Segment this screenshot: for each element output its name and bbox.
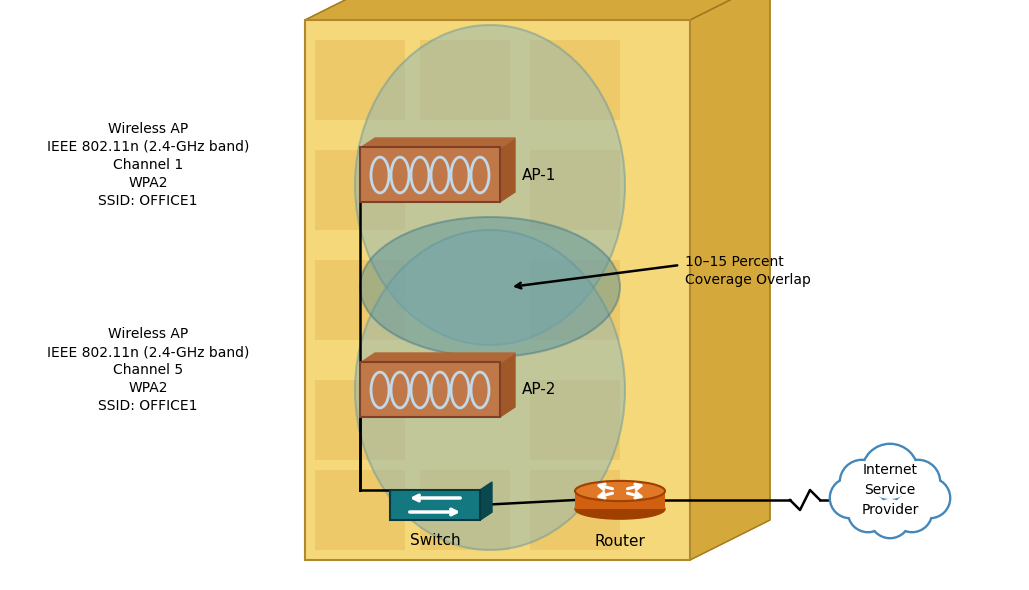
Bar: [390, 490, 480, 520]
Bar: [420, 470, 510, 550]
Polygon shape: [360, 353, 514, 363]
Text: Channel 1: Channel 1: [113, 158, 183, 172]
Text: Switch: Switch: [410, 533, 460, 548]
Bar: [530, 380, 620, 460]
Ellipse shape: [355, 25, 625, 345]
Circle shape: [849, 493, 887, 531]
Polygon shape: [360, 138, 514, 148]
Polygon shape: [480, 482, 492, 520]
Bar: [315, 150, 405, 230]
Text: AP-2: AP-2: [522, 382, 557, 398]
Polygon shape: [305, 0, 770, 20]
Bar: [315, 40, 405, 120]
Circle shape: [893, 493, 931, 531]
Circle shape: [892, 492, 932, 532]
Circle shape: [830, 478, 870, 518]
Bar: [530, 260, 620, 340]
Circle shape: [871, 499, 909, 537]
Text: SSID: OFFICE1: SSID: OFFICE1: [98, 194, 198, 208]
Circle shape: [848, 492, 888, 532]
Bar: [530, 470, 620, 550]
Bar: [575, 491, 665, 509]
Circle shape: [911, 479, 949, 517]
Ellipse shape: [355, 230, 625, 550]
Ellipse shape: [360, 217, 620, 357]
Circle shape: [831, 479, 870, 517]
Bar: [305, 20, 690, 560]
Circle shape: [910, 478, 950, 518]
Text: Internet
Service
Provider: Internet Service Provider: [861, 464, 919, 516]
Bar: [420, 40, 510, 120]
Text: SSID: OFFICE1: SSID: OFFICE1: [98, 399, 198, 413]
Polygon shape: [500, 138, 514, 202]
Circle shape: [863, 445, 917, 499]
Circle shape: [870, 498, 910, 538]
Circle shape: [896, 460, 941, 504]
Bar: [530, 40, 620, 120]
Bar: [360, 362, 500, 417]
Bar: [315, 470, 405, 550]
Text: 10–15 Percent
Coverage Overlap: 10–15 Percent Coverage Overlap: [685, 255, 811, 287]
Circle shape: [897, 461, 939, 503]
Text: WPA2: WPA2: [129, 381, 168, 395]
Polygon shape: [390, 512, 492, 520]
Circle shape: [841, 461, 883, 503]
Text: Wireless AP: Wireless AP: [108, 122, 188, 136]
Text: WPA2: WPA2: [129, 176, 168, 190]
Bar: [315, 380, 405, 460]
Ellipse shape: [575, 499, 665, 519]
Ellipse shape: [575, 481, 665, 501]
Text: Router: Router: [595, 534, 645, 549]
Text: IEEE 802.11n (2.4-GHz band): IEEE 802.11n (2.4-GHz band): [46, 140, 249, 154]
Bar: [530, 150, 620, 230]
Text: IEEE 802.11n (2.4-GHz band): IEEE 802.11n (2.4-GHz band): [46, 345, 249, 359]
Bar: [315, 260, 405, 340]
Circle shape: [840, 460, 884, 504]
Text: Wireless AP: Wireless AP: [108, 327, 188, 341]
Polygon shape: [690, 0, 770, 560]
Circle shape: [862, 444, 918, 500]
Text: Channel 5: Channel 5: [113, 363, 183, 377]
Text: AP-1: AP-1: [522, 168, 557, 182]
Polygon shape: [500, 353, 514, 417]
Bar: [360, 147, 500, 202]
